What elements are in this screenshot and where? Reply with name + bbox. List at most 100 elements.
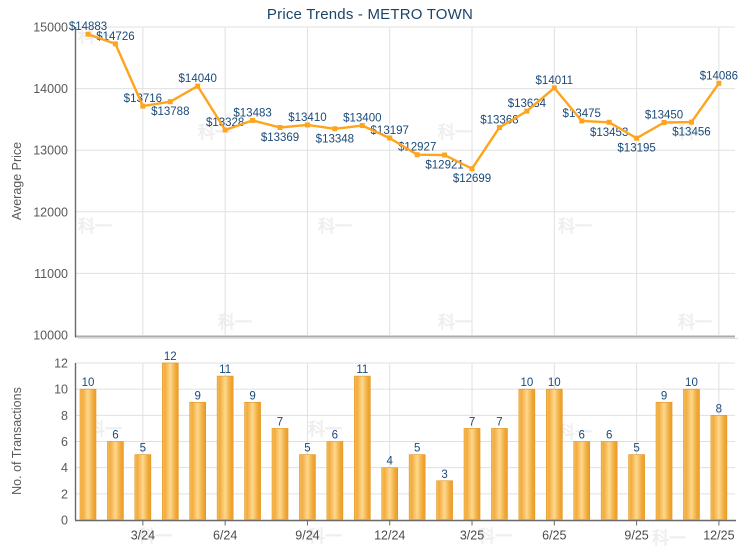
data-point-marker	[222, 127, 228, 133]
y-tick-transactions: 2	[61, 487, 68, 501]
data-point-marker	[167, 99, 173, 105]
data-point-marker	[140, 103, 146, 109]
transaction-bar	[710, 415, 728, 520]
x-tick-label: 12/24	[374, 529, 405, 543]
bar-value-label: 9	[195, 390, 201, 402]
x-tick-label: 3/24	[131, 529, 155, 543]
bar-value-label: 7	[496, 416, 502, 428]
transaction-bar	[161, 362, 179, 520]
price-point-label: $13483	[233, 107, 271, 119]
x-tick-label: 9/25	[624, 529, 648, 543]
price-point-label: $12927	[398, 142, 436, 154]
price-point-label: $13410	[288, 112, 326, 124]
data-point-marker	[112, 41, 118, 47]
y-tick-transactions: 12	[54, 357, 68, 371]
transaction-bar	[107, 441, 124, 520]
data-point-marker	[359, 123, 365, 129]
y-tick-transactions: 0	[61, 514, 68, 528]
price-point-label: $13788	[151, 106, 189, 118]
y-tick-price: 14000	[33, 82, 68, 96]
bar-value-label: 7	[277, 416, 283, 428]
data-point-marker	[195, 83, 201, 89]
bar-value-label: 6	[332, 430, 338, 442]
price-point-label: $14086	[700, 70, 738, 82]
y-tick-price: 11000	[34, 267, 68, 281]
bar-value-label: 5	[633, 443, 639, 455]
price-point-label: $13475	[563, 108, 601, 120]
bar-value-label: 10	[548, 377, 561, 389]
bar-value-label: 4	[387, 456, 394, 468]
data-point-marker	[387, 135, 393, 141]
transaction-bar	[546, 388, 563, 520]
y-tick-price: 13000	[33, 144, 68, 158]
transaction-bar	[299, 454, 316, 520]
price-point-label: $14011	[536, 75, 574, 87]
transaction-bar	[79, 388, 97, 520]
price-point-label: $13368	[480, 115, 518, 127]
transaction-bar	[491, 428, 508, 520]
transaction-bar	[353, 375, 371, 520]
price-point-label: $14726	[96, 31, 134, 43]
y-tick-transactions: 8	[61, 409, 68, 423]
price-point-label: $14883	[69, 21, 107, 33]
chart-title: Price Trends - METRO TOWN	[266, 6, 474, 23]
transaction-bar	[189, 401, 207, 520]
bar-value-label: 5	[140, 443, 146, 455]
transaction-bar	[436, 480, 453, 520]
price-point-label: $13453	[590, 127, 628, 139]
price-point-label: $13456	[672, 127, 710, 139]
price-point-label: $13369	[261, 132, 299, 144]
data-point-marker	[469, 166, 475, 172]
bar-value-label: 6	[112, 430, 118, 442]
transaction-bar	[600, 441, 618, 520]
price-line-series	[86, 33, 721, 170]
data-point-marker	[414, 152, 420, 158]
data-point-marker	[524, 108, 530, 114]
data-point-marker	[304, 122, 310, 128]
x-tick-label: 9/24	[295, 529, 319, 543]
bar-value-label: 6	[579, 430, 585, 442]
price-point-label: $13716	[124, 93, 162, 105]
bar-value-label: 6	[606, 430, 612, 442]
transaction-bar	[655, 401, 673, 520]
bar-value-label: 10	[520, 377, 533, 389]
bar-value-label: 7	[469, 416, 475, 428]
bar-value-label: 10	[82, 377, 95, 389]
bar-value-label: 12	[164, 351, 177, 363]
data-point-marker	[442, 152, 448, 158]
price-point-label: $13195	[617, 143, 655, 155]
bar-value-label: 10	[685, 377, 698, 389]
data-point-marker	[579, 118, 585, 124]
y-tick-transactions: 4	[61, 461, 68, 475]
transaction-bar	[683, 388, 700, 520]
transaction-bar	[271, 428, 289, 520]
bar-value-label: 11	[219, 364, 231, 376]
transaction-bar	[134, 454, 152, 520]
data-point-marker	[496, 125, 502, 131]
data-point-marker	[634, 135, 640, 141]
x-tick-label: 6/25	[542, 529, 566, 543]
bar-value-label: 8	[716, 403, 722, 415]
y-tick-price: 12000	[33, 205, 68, 219]
data-point-marker	[250, 117, 256, 123]
data-point-marker	[85, 31, 91, 37]
data-point-marker	[332, 126, 338, 132]
data-point-marker	[661, 119, 667, 125]
bar-value-label: 9	[249, 390, 255, 402]
transaction-bar	[573, 441, 591, 520]
bar-value-label: 5	[304, 443, 310, 455]
price-point-label: $13348	[316, 133, 354, 145]
y-tick-price: 10000	[33, 329, 68, 343]
x-tick-label: 12/25	[703, 529, 734, 543]
price-point-label: $12921	[425, 160, 463, 172]
transaction-bar	[216, 375, 234, 520]
bar-value-label: 5	[414, 443, 420, 455]
transaction-bar	[408, 454, 426, 520]
data-point-marker	[688, 119, 694, 125]
x-tick-label: 3/25	[460, 529, 484, 543]
transaction-bar	[381, 467, 399, 520]
transaction-bar	[326, 441, 344, 520]
y-tick-price: 15000	[33, 21, 68, 35]
data-point-marker	[277, 124, 283, 130]
